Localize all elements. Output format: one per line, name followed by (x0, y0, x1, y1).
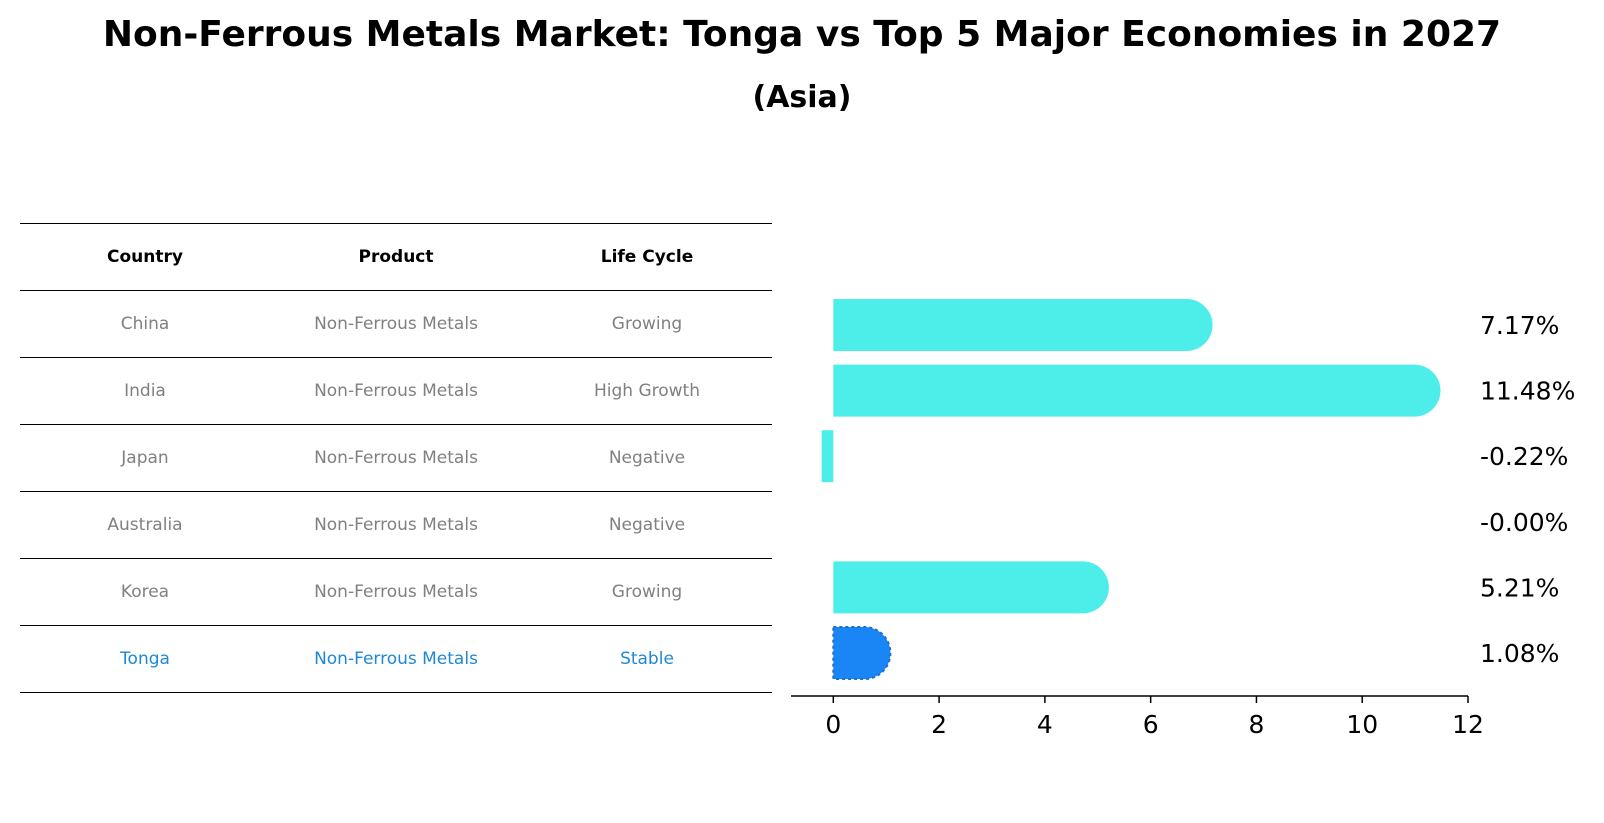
row-country: Australia (107, 515, 183, 535)
x-tick-label: 12 (1452, 710, 1484, 739)
country-table: Country Product Life Cycle China Non-Fer… (20, 223, 772, 693)
row-life-cycle: Negative (608, 448, 686, 468)
row-life-cycle: Negative (608, 515, 686, 535)
table-row: India Non-Ferrous Metals High Growth (20, 357, 772, 424)
bar-japan (821, 430, 834, 483)
value-label-india: 11.48% (1480, 377, 1575, 406)
x-tick-label: 2 (931, 710, 947, 739)
row-product: Non-Ferrous Metals (314, 381, 478, 401)
chart-title: Non-Ferrous Metals Market: Tonga vs Top … (102, 14, 1502, 55)
row-country: India (124, 381, 166, 401)
x-tick-label: 0 (825, 710, 841, 739)
bar-china (833, 299, 1213, 351)
row-life-cycle: Growing (611, 314, 683, 334)
chart-subtitle: (Asia) (752, 80, 852, 115)
table-row: Japan Non-Ferrous Metals Negative (20, 424, 772, 491)
table-header-row: Country Product Life Cycle (20, 223, 772, 290)
row-country: China (120, 314, 170, 334)
row-product: Non-Ferrous Metals (314, 314, 478, 334)
header-product: Product (358, 247, 434, 267)
row-country: Tonga (120, 649, 170, 669)
row-life-cycle: Stable (620, 649, 674, 669)
bar-india (833, 364, 1441, 417)
row-product: Non-Ferrous Metals (314, 448, 478, 468)
x-tick-label: 10 (1346, 710, 1378, 739)
x-tick-label: 6 (1143, 710, 1159, 739)
table-row-highlight: Tonga Non-Ferrous Metals Stable (20, 625, 772, 693)
table-row: China Non-Ferrous Metals Growing (20, 290, 772, 357)
x-tick-label: 8 (1248, 710, 1264, 739)
row-country: Korea (120, 582, 170, 602)
row-product: Non-Ferrous Metals (314, 649, 478, 669)
row-country: Japan (121, 448, 169, 468)
table-row: Australia Non-Ferrous Metals Negative (20, 491, 772, 558)
table-row: Korea Non-Ferrous Metals Growing (20, 558, 772, 625)
row-product: Non-Ferrous Metals (314, 582, 478, 602)
value-label-tonga: 1.08% (1480, 639, 1559, 668)
header-country: Country (107, 247, 183, 267)
value-label-australia: -0.00% (1480, 508, 1568, 537)
bar-tonga (832, 626, 892, 680)
value-label-korea: 5.21% (1480, 573, 1559, 602)
value-label-china: 7.17% (1480, 311, 1559, 340)
row-life-cycle: Growing (611, 582, 683, 602)
value-label-japan: -0.22% (1480, 442, 1568, 471)
row-product: Non-Ferrous Metals (314, 515, 478, 535)
x-tick-label: 4 (1037, 710, 1053, 739)
row-life-cycle: High Growth (593, 381, 700, 401)
bar-korea (833, 561, 1109, 614)
header-life-cycle: Life Cycle (600, 247, 694, 267)
